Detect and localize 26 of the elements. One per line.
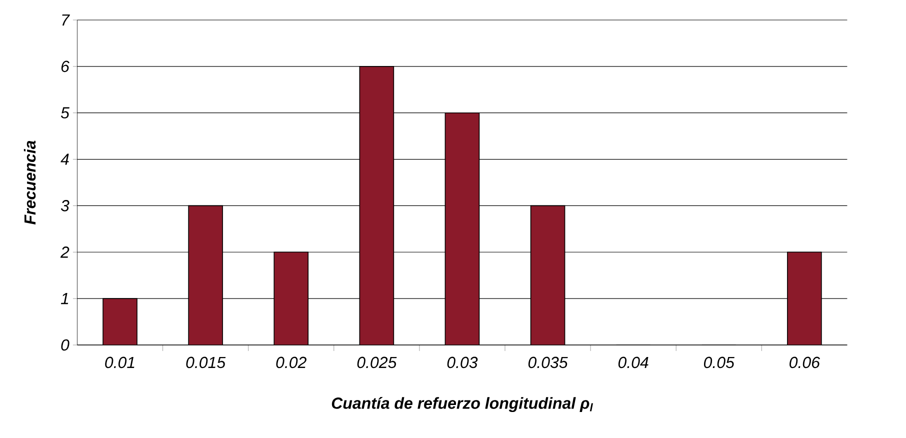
x-tick-label: 0.025	[357, 356, 397, 368]
x-tick-label: 0.015	[186, 356, 226, 368]
y-tick-label: 4	[60, 154, 69, 165]
bar	[444, 112, 480, 345]
y-tick-label: 6	[61, 60, 70, 72]
y-tick-label: 5	[60, 107, 70, 118]
bar	[274, 252, 309, 345]
bar	[102, 298, 138, 345]
x-tick-label: 0.05	[704, 356, 734, 368]
y-tick-label: 1	[60, 293, 68, 304]
bar	[530, 205, 566, 345]
x-tick-label: 0.01	[105, 356, 134, 368]
x-tick-label: 0.04	[618, 356, 648, 368]
x-tick-label: 0.035	[528, 356, 568, 368]
x-tick-label: 0.06	[790, 356, 820, 368]
y-tick-label: 7	[62, 14, 70, 26]
x-axis-title: Cuantía de refuerzo longitudinal ρ$_{l}$	[332, 396, 594, 412]
x-tick-label: 0.03	[447, 356, 478, 368]
bar	[787, 252, 822, 345]
bar	[359, 66, 394, 345]
y-tick-label: 0	[61, 339, 70, 351]
x-tick-label: 0.02	[276, 356, 306, 368]
y-axis-title: Frecuencia	[24, 140, 36, 224]
y-tick-label: 2	[60, 246, 70, 258]
y-tick-label: 3	[60, 200, 70, 212]
bar	[188, 205, 223, 345]
